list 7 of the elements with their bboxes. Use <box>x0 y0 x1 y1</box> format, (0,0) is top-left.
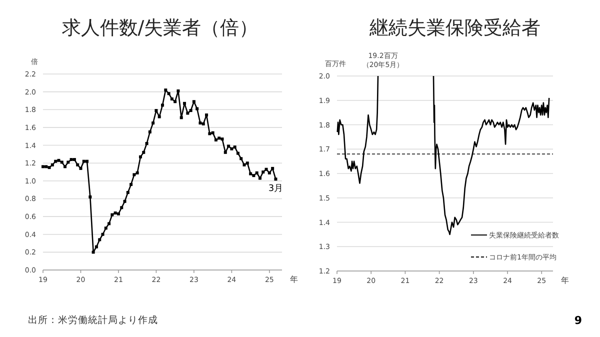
text: 出所：米労働統計局より作成 <box>28 314 158 326</box>
x-axis-title: 年 <box>561 276 569 285</box>
chart-title: 継続失業保険受給者 <box>368 17 540 39</box>
x-axis-title: 年 <box>290 275 298 284</box>
text: 9 <box>574 314 582 327</box>
annotation: 3月 <box>268 184 284 194</box>
chart-title: 求人件数/失業者（倍） <box>62 17 258 39</box>
